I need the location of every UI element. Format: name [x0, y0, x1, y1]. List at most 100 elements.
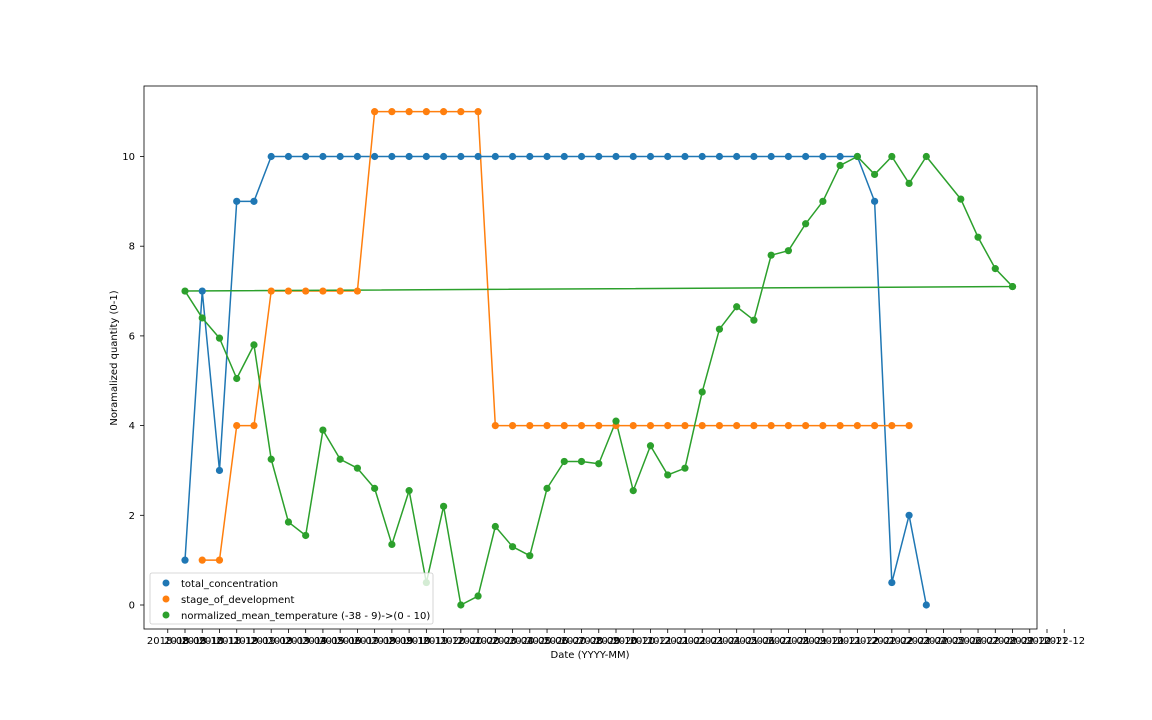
data-point-0 — [336, 152, 344, 161]
data-point-0 — [543, 152, 551, 161]
data-point-0 — [491, 152, 499, 161]
x-tick-label: 2018-10 — [181, 636, 223, 647]
data-point-2 — [836, 161, 844, 170]
x-tick-label: 2020-11 — [612, 636, 654, 647]
data-point-1 — [819, 422, 827, 430]
data-point-0 — [767, 152, 775, 161]
y-tick-label: 8 — [129, 242, 135, 253]
data-point-2 — [508, 543, 517, 551]
axis-ticks: 0 2 4 6 8 10 2018-082018-092018-102018-112018-… — [122, 152, 1085, 647]
data-point-2 — [922, 152, 930, 161]
x-tick-label: 2019-10 — [388, 636, 430, 647]
data-point-1 — [474, 108, 482, 116]
legend-label-total-concentration: total_concentration — [181, 579, 278, 590]
x-tick-label: 2021-01 — [647, 636, 689, 647]
x-tick-label: 2021-09 — [785, 636, 827, 647]
legend: total_concentration stage_of_development… — [149, 572, 434, 625]
data-point-2 — [991, 265, 999, 273]
data-point-2 — [491, 522, 499, 531]
data-point-2 — [388, 540, 396, 549]
data-point-2 — [681, 464, 689, 472]
data-point-2 — [819, 197, 827, 205]
x-tick-label: 2022-03 — [888, 636, 930, 647]
x-tick-label: 2018-09 — [164, 636, 206, 647]
data-point-1 — [767, 422, 775, 430]
x-tick-label: 2022-01 — [854, 636, 896, 647]
data-point-0 — [802, 152, 810, 161]
data-point-1 — [233, 422, 241, 430]
data-point-0 — [284, 152, 293, 161]
x-tick-label: 2021-11 — [819, 636, 861, 647]
x-tick-label: 2019-02 — [250, 636, 292, 647]
data-point-1 — [853, 422, 861, 430]
x-tick-label: 2019-12 — [423, 636, 465, 647]
data-point-0 — [664, 152, 672, 161]
x-tick-label: 2021-02 — [664, 636, 706, 647]
data-point-2 — [457, 601, 465, 609]
data-point-1 — [508, 422, 517, 430]
data-point-2 — [733, 303, 741, 311]
data-point-1 — [198, 556, 206, 564]
data-point-0 — [388, 152, 396, 161]
x-tick-label: 2019-11 — [405, 636, 447, 647]
x-tick-label: 2019-08 — [354, 636, 396, 647]
data-point-1 — [302, 287, 310, 295]
x-tick-label: 2022-05 — [923, 636, 965, 647]
x-tick-label: 2021-03 — [681, 636, 723, 647]
data-point-0 — [888, 578, 896, 587]
data-point-2 — [198, 314, 206, 322]
data-point-1 — [215, 556, 224, 564]
data-point-2 — [474, 592, 482, 600]
data-point-0 — [698, 152, 706, 161]
data-point-2 — [336, 455, 344, 463]
x-tick-label: 2020-12 — [630, 636, 672, 647]
data-point-2 — [957, 195, 965, 203]
x-tick-label: 2020-10 — [595, 636, 637, 647]
data-point-2 — [629, 487, 637, 495]
data-point-2 — [233, 374, 241, 383]
data-point-1 — [353, 287, 361, 295]
x-tick-label: 2020-02 — [457, 636, 499, 647]
y-tick-label: 10 — [122, 152, 135, 163]
legend-box — [149, 572, 434, 625]
data-point-2 — [871, 170, 879, 179]
x-tick-label: 2019-01 — [233, 636, 275, 647]
x-tick-label: 2021-06 — [733, 636, 775, 647]
data-point-0 — [353, 152, 361, 161]
x-tick-label: 2022-08 — [974, 636, 1016, 647]
data-point-0 — [302, 152, 310, 161]
data-point-0 — [233, 197, 241, 205]
data-point-1 — [698, 422, 706, 430]
x-tick-label: 2019-09 — [371, 636, 413, 647]
data-point-1 — [491, 422, 499, 430]
x-tick-label: 2019-07 — [337, 636, 379, 647]
data-point-0 — [440, 152, 448, 161]
data-point-1 — [319, 287, 327, 295]
x-axis-label: Date (YYYY-MM) — [551, 650, 630, 661]
data-point-2 — [802, 220, 810, 228]
data-point-0 — [422, 152, 430, 161]
data-point-0 — [836, 152, 844, 161]
x-tick-label: 2020-07 — [543, 636, 585, 647]
x-tick-label: 2020-01 — [440, 636, 482, 647]
x-tick-label: 2019-04 — [285, 636, 327, 647]
data-point-1 — [250, 422, 258, 430]
data-point-1 — [577, 422, 586, 430]
data-point-1 — [440, 108, 448, 116]
data-point-2 — [440, 502, 448, 510]
data-point-2 — [302, 531, 310, 540]
data-point-1 — [871, 422, 879, 430]
data-point-0 — [405, 152, 413, 161]
legend-label-normalized-mean-temperature: normalized_mean_temperature (-38 - 9)->(… — [181, 611, 430, 622]
data-point-0 — [681, 152, 689, 161]
data-point-2 — [888, 152, 896, 161]
data-point-0 — [612, 152, 620, 161]
x-tick-label: 2019-05 — [302, 636, 344, 647]
legend-marker-total-concentration — [162, 579, 170, 587]
data-point-0 — [526, 152, 534, 161]
x-tick-label: 2020-09 — [578, 636, 620, 647]
data-point-2 — [284, 518, 293, 526]
data-point-1 — [267, 287, 275, 295]
data-point-1 — [681, 422, 689, 430]
y-axis-label: Noramalized quantity (0-1) — [109, 290, 120, 425]
